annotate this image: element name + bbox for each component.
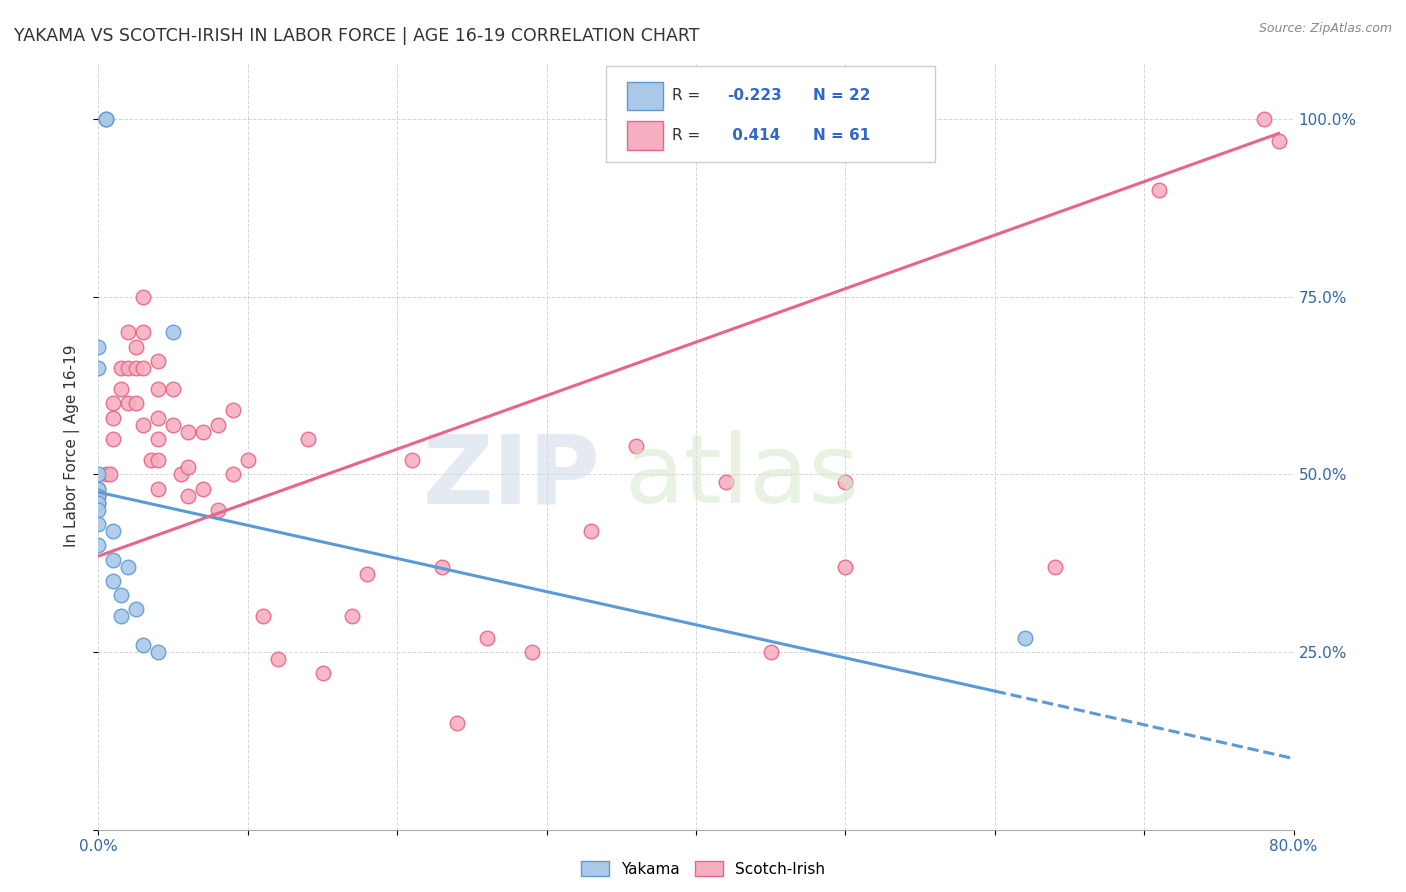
Point xyxy=(191,482,214,496)
Point xyxy=(1014,631,1036,645)
FancyBboxPatch shape xyxy=(627,121,662,150)
Point xyxy=(148,453,170,467)
Point xyxy=(207,503,229,517)
Point xyxy=(94,467,117,482)
Point xyxy=(1267,134,1289,148)
Point xyxy=(148,432,170,446)
Point xyxy=(103,396,125,410)
Point xyxy=(125,602,148,616)
Point xyxy=(520,645,543,659)
Y-axis label: In Labor Force | Age 16-19: In Labor Force | Age 16-19 xyxy=(65,344,80,548)
Text: Source: ZipAtlas.com: Source: ZipAtlas.com xyxy=(1258,22,1392,36)
Point xyxy=(207,417,229,432)
Point xyxy=(834,475,856,489)
Text: N = 22: N = 22 xyxy=(813,88,870,103)
Point xyxy=(103,574,125,588)
Point xyxy=(87,538,110,552)
Point xyxy=(132,290,155,304)
Point xyxy=(110,382,132,396)
Point xyxy=(110,360,132,375)
Point xyxy=(162,326,184,340)
Point xyxy=(222,403,245,417)
Point xyxy=(267,652,290,666)
Point xyxy=(132,326,155,340)
Text: ZIP: ZIP xyxy=(422,430,600,524)
Point xyxy=(117,396,139,410)
Text: YAKAMA VS SCOTCH-IRISH IN LABOR FORCE | AGE 16-19 CORRELATION CHART: YAKAMA VS SCOTCH-IRISH IN LABOR FORCE | … xyxy=(14,27,700,45)
Point xyxy=(148,410,170,425)
Point xyxy=(148,382,170,396)
Point xyxy=(162,417,184,432)
Point xyxy=(94,112,117,127)
Point xyxy=(446,716,468,731)
Point xyxy=(1253,112,1275,127)
Point xyxy=(342,609,364,624)
Point xyxy=(110,588,132,602)
FancyBboxPatch shape xyxy=(606,66,935,162)
Point xyxy=(177,460,200,475)
Point xyxy=(87,360,110,375)
Point xyxy=(87,340,110,354)
Point xyxy=(87,496,110,510)
Point xyxy=(125,396,148,410)
Point xyxy=(169,467,191,482)
Point xyxy=(87,482,110,496)
Point xyxy=(103,410,125,425)
Point xyxy=(1043,559,1066,574)
Point xyxy=(125,360,148,375)
Point xyxy=(103,552,125,566)
Point xyxy=(252,609,274,624)
Text: -0.223: -0.223 xyxy=(727,88,782,103)
FancyBboxPatch shape xyxy=(627,81,662,110)
Point xyxy=(581,524,603,539)
Point xyxy=(311,666,333,681)
Point xyxy=(87,489,110,503)
Point xyxy=(430,559,453,574)
Legend: Yakama, Scotch-Irish: Yakama, Scotch-Irish xyxy=(574,853,832,884)
Point xyxy=(714,475,737,489)
Point xyxy=(297,432,319,446)
Point xyxy=(148,482,170,496)
Point xyxy=(103,524,125,539)
Point xyxy=(177,489,200,503)
Point xyxy=(87,517,110,532)
Point xyxy=(132,417,155,432)
Point xyxy=(148,645,170,659)
Point xyxy=(87,482,110,496)
Point xyxy=(125,340,148,354)
Point xyxy=(1147,183,1170,197)
Point xyxy=(132,638,155,652)
Point xyxy=(148,353,170,368)
Point xyxy=(191,425,214,439)
Point xyxy=(87,496,110,510)
Point xyxy=(87,503,110,517)
Point xyxy=(759,645,782,659)
Point xyxy=(87,467,110,482)
Point xyxy=(177,425,200,439)
Point xyxy=(626,439,648,453)
Text: 0.414: 0.414 xyxy=(727,128,780,143)
Point xyxy=(98,467,122,482)
Text: R =: R = xyxy=(672,128,706,143)
Point xyxy=(117,326,139,340)
Point xyxy=(139,453,162,467)
Point xyxy=(117,360,139,375)
Point xyxy=(117,559,139,574)
Text: N = 61: N = 61 xyxy=(813,128,870,143)
Point xyxy=(94,112,117,127)
Point xyxy=(110,609,132,624)
Point xyxy=(356,566,378,581)
Point xyxy=(834,559,856,574)
Point xyxy=(132,360,155,375)
Point xyxy=(401,453,423,467)
Text: atlas: atlas xyxy=(624,430,859,524)
Point xyxy=(236,453,259,467)
Point xyxy=(162,382,184,396)
Point xyxy=(87,489,110,503)
Text: R =: R = xyxy=(672,88,706,103)
Point xyxy=(222,467,245,482)
Point xyxy=(103,432,125,446)
Point xyxy=(475,631,498,645)
